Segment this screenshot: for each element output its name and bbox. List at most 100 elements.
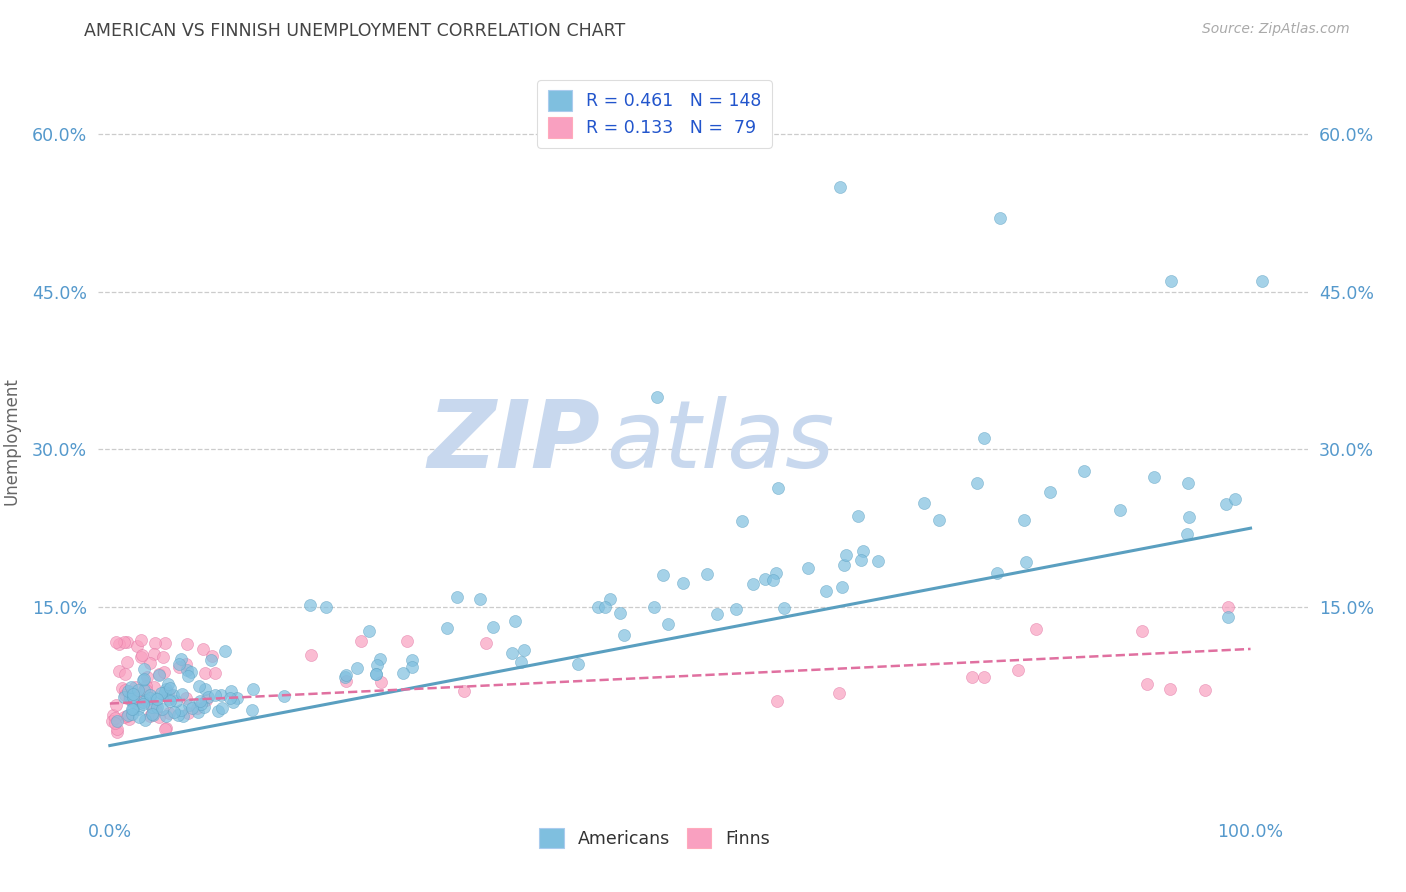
Point [114, 688, 136, 702]
Point [157, 691, 180, 706]
Point [1194, 683, 1216, 698]
Point [105, 635, 128, 649]
Point [395, 633, 418, 648]
Point [143, 647, 166, 661]
Point [696, 567, 718, 582]
Point [392, 666, 415, 681]
Point [1130, 624, 1153, 638]
Point [118, 712, 141, 726]
Point [194, 681, 217, 696]
Point [135, 693, 157, 707]
Point [242, 681, 264, 696]
Point [986, 566, 1008, 580]
Point [191, 641, 214, 656]
Point [194, 693, 217, 707]
Point [180, 665, 202, 679]
Point [204, 665, 226, 680]
Point [107, 636, 129, 650]
Point [101, 714, 124, 728]
Point [105, 723, 128, 737]
Point [209, 689, 232, 703]
Point [1136, 677, 1159, 691]
Point [762, 573, 785, 587]
Point [1159, 681, 1181, 696]
Point [159, 694, 181, 708]
Point [866, 554, 889, 568]
Point [1108, 503, 1130, 517]
Point [706, 607, 728, 621]
Point [135, 679, 157, 693]
Point [104, 698, 127, 712]
Point [148, 710, 170, 724]
Point [132, 695, 155, 709]
Point [170, 703, 193, 717]
Point [121, 690, 143, 705]
Point [105, 714, 128, 729]
Point [1215, 497, 1237, 511]
Point [177, 706, 200, 720]
Point [153, 636, 176, 650]
Point [155, 722, 177, 736]
Point [124, 693, 146, 707]
Point [765, 693, 787, 707]
Point [145, 703, 167, 717]
Point [187, 705, 209, 719]
Point [124, 680, 146, 694]
Point [141, 700, 163, 714]
Point [335, 668, 357, 682]
Text: atlas: atlas [606, 396, 835, 487]
Point [401, 653, 423, 667]
Point [214, 644, 236, 658]
Point [139, 690, 162, 705]
Point [127, 701, 149, 715]
Point [194, 666, 217, 681]
Point [852, 543, 875, 558]
Point [155, 681, 177, 696]
Point [142, 708, 165, 723]
Point [132, 673, 155, 688]
Point [128, 690, 150, 704]
Point [613, 628, 636, 642]
Point [146, 700, 169, 714]
Point [912, 496, 935, 510]
Point [118, 691, 141, 706]
Point [114, 666, 136, 681]
Point [122, 687, 145, 701]
Point [114, 682, 136, 697]
Point [104, 715, 127, 730]
Point [436, 621, 458, 635]
Point [657, 617, 679, 632]
Point [155, 708, 177, 723]
Point [815, 584, 838, 599]
Point [240, 703, 263, 717]
Point [513, 643, 536, 657]
Point [219, 684, 242, 698]
Point [148, 667, 170, 681]
Point [134, 713, 156, 727]
Point [1073, 464, 1095, 478]
Point [672, 575, 695, 590]
Point [204, 688, 226, 702]
Point [962, 670, 984, 684]
Point [177, 698, 200, 712]
Point [121, 693, 143, 707]
Point [153, 684, 176, 698]
Point [207, 704, 229, 718]
Point [1175, 526, 1198, 541]
Point [117, 635, 139, 649]
Point [121, 702, 143, 716]
Point [359, 624, 381, 639]
Point [167, 708, 190, 723]
Point [129, 649, 152, 664]
Point [170, 651, 193, 665]
Point [453, 684, 475, 698]
Point [1218, 599, 1240, 614]
Point [110, 681, 132, 695]
Point [128, 709, 150, 723]
Point [141, 706, 163, 721]
Text: ZIP: ZIP [427, 395, 600, 488]
Point [101, 707, 124, 722]
Point [129, 632, 152, 647]
Point [132, 673, 155, 687]
Point [211, 701, 233, 715]
